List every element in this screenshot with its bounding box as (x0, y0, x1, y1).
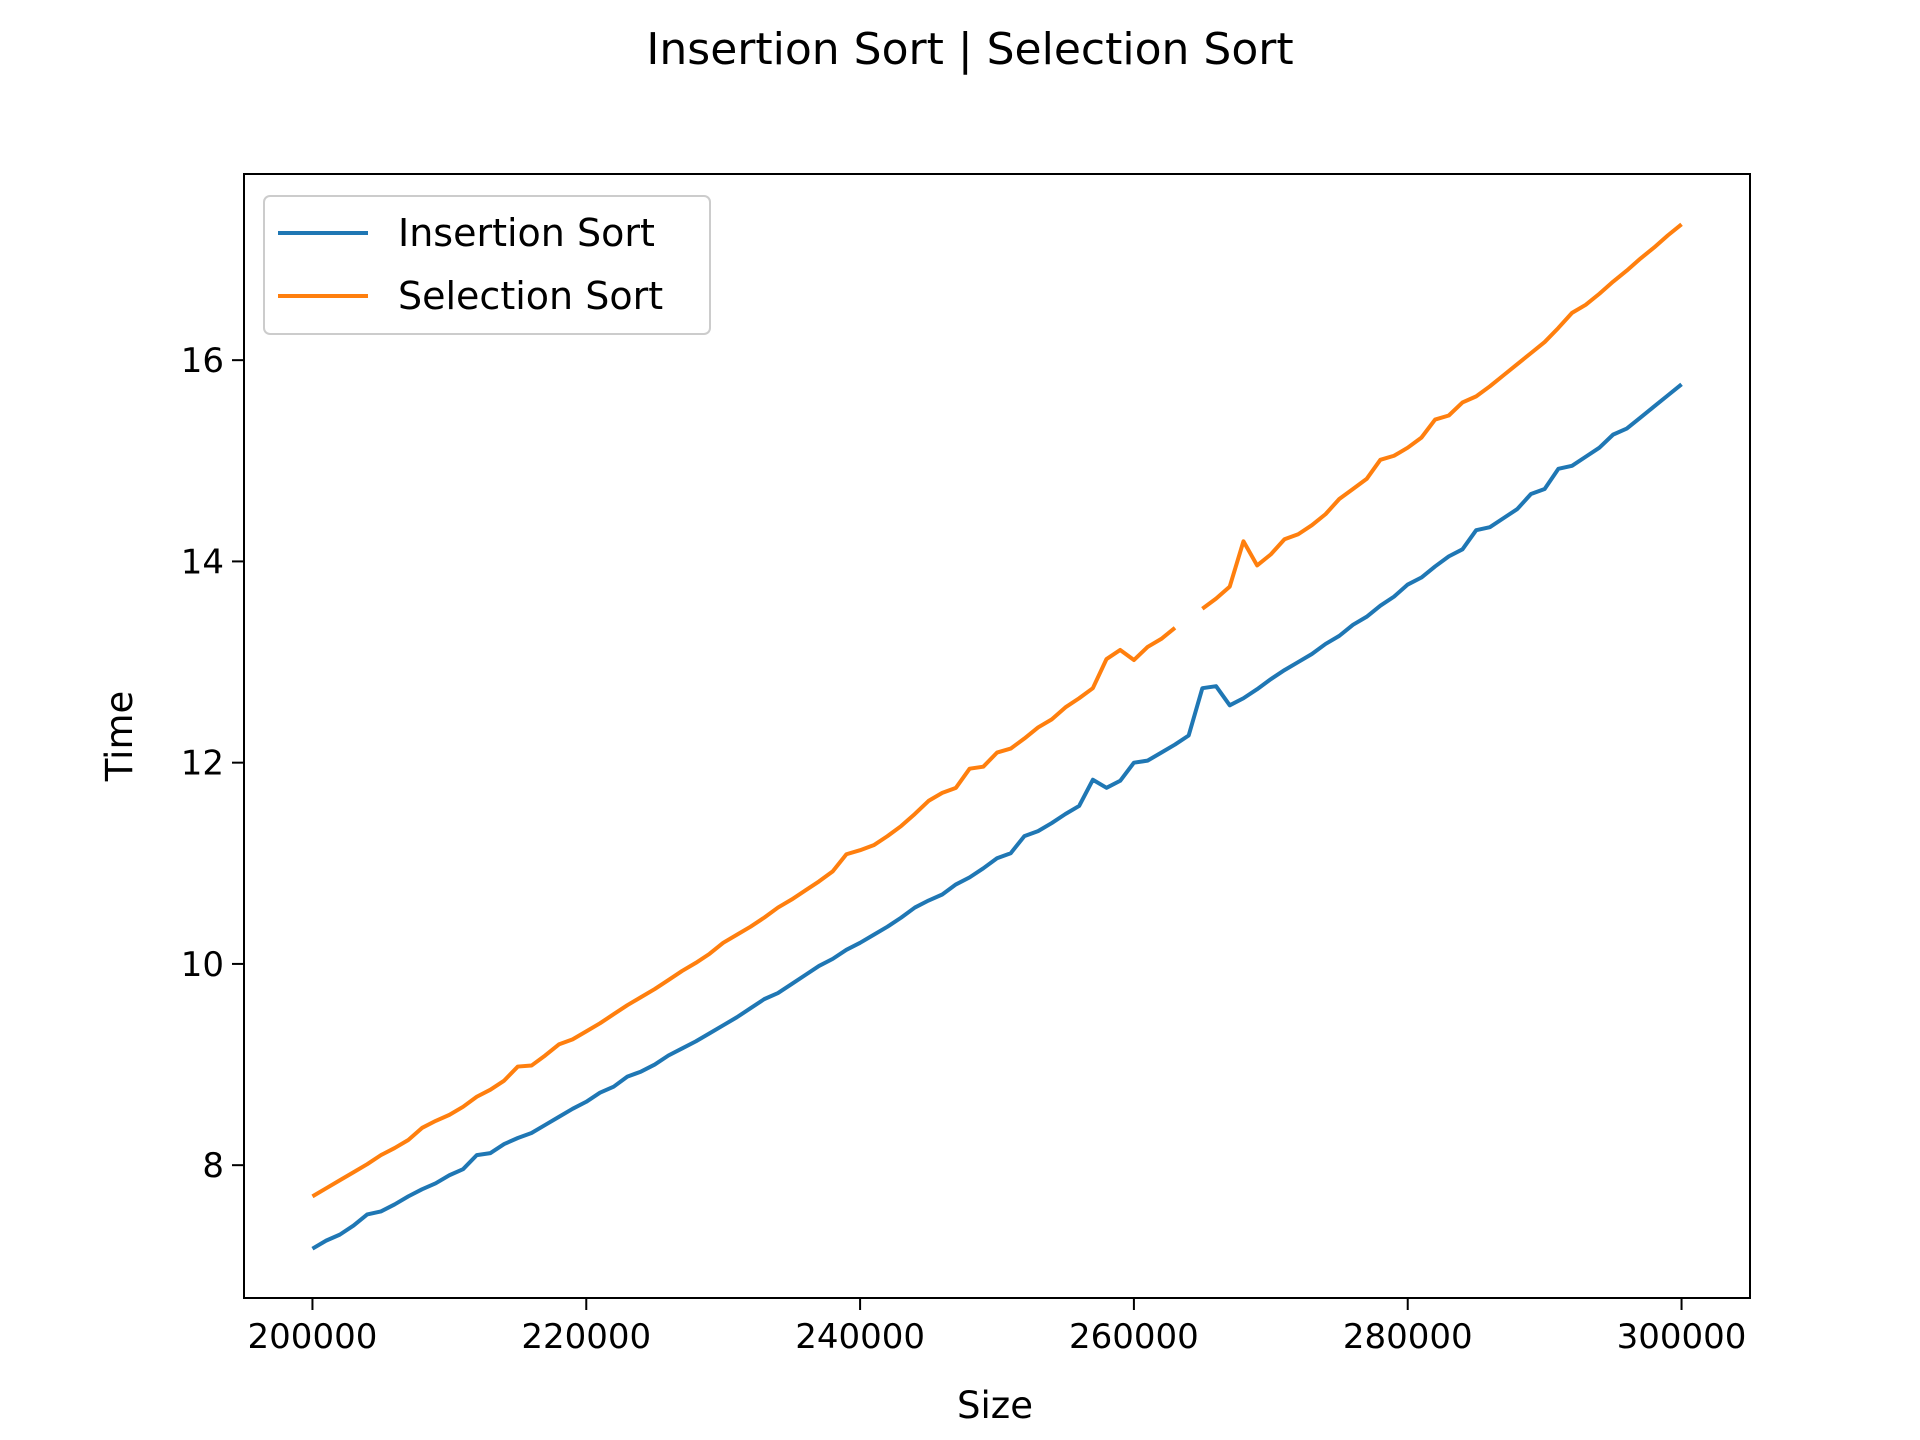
x-tick-label-3: 260000 (1069, 1317, 1199, 1357)
y-tick-label-1: 10 (181, 945, 224, 985)
legend: Insertion Sort Selection Sort (263, 195, 711, 335)
y-axis-label: Time (98, 691, 141, 783)
y-tick-label-2: 12 (181, 744, 224, 784)
series-line-0 (311, 382, 1683, 1251)
plot-area (243, 173, 1751, 1299)
x-tick-label-4: 280000 (1343, 1317, 1473, 1357)
x-tick-label-1: 220000 (521, 1317, 651, 1357)
x-axis: 200000 220000 240000 260000 280000 300000 (248, 1298, 1747, 1357)
series-line-1 (311, 222, 1683, 1199)
y-tick-label-0: 8 (202, 1146, 224, 1186)
series-line-0-segment-0 (311, 382, 1683, 1251)
x-tick-label-5: 300000 (1617, 1317, 1747, 1357)
series-line-1-segment-1 (1201, 222, 1683, 611)
x-tick-label-0: 200000 (248, 1317, 378, 1357)
legend-box (263, 195, 711, 335)
chart-title: Insertion Sort | Selection Sort (646, 24, 1293, 75)
plot-frame (243, 173, 1751, 1299)
legend-label-1: Selection Sort (398, 274, 663, 318)
x-tick-label-2: 240000 (795, 1317, 925, 1357)
y-tick-label-3: 14 (181, 542, 224, 582)
y-axis: 8 10 12 14 16 (181, 341, 244, 1186)
y-tick-label-4: 16 (181, 341, 224, 381)
series-line-1-segment-0 (311, 626, 1177, 1199)
legend-label-0: Insertion Sort (398, 211, 655, 255)
x-axis-label: Size (957, 1384, 1033, 1427)
